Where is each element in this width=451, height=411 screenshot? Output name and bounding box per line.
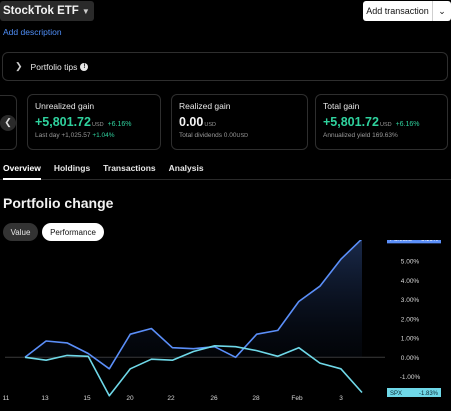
y-tick-label: 0.00% bbox=[401, 355, 420, 362]
card-value: +5,801.72USD +6.16% bbox=[323, 115, 440, 129]
x-tick-label: 28 bbox=[252, 395, 260, 402]
unrealized-gain-card: Unrealized gain +5,801.72USD +6.16% Last … bbox=[27, 94, 161, 150]
tab-overview[interactable]: Overview bbox=[3, 163, 41, 173]
card-value: 0.00USD bbox=[179, 115, 300, 129]
spx-line bbox=[24, 345, 363, 397]
chevron-down-icon: ⌄ bbox=[438, 5, 446, 16]
y-tick-label: 1.00% bbox=[401, 336, 420, 343]
chevron-right-icon: ❯ bbox=[15, 61, 23, 71]
currency-unit: USD bbox=[204, 122, 216, 128]
x-tick-label: 15 bbox=[83, 395, 91, 402]
tab-holdings[interactable]: Holdings bbox=[53, 163, 91, 173]
realized-gain-value: 0.00 bbox=[179, 115, 204, 129]
performance-toggle-button[interactable]: Performance bbox=[42, 223, 104, 241]
tab-transactions[interactable]: Transactions bbox=[103, 163, 156, 173]
chevron-left-icon: ❮ bbox=[0, 114, 16, 131]
tab-bar: Overview Holdings Transactions Analysis bbox=[3, 163, 204, 177]
total-dividends: Total dividends 0.00 bbox=[179, 132, 237, 139]
header: StockTok ETF ▼ Add transaction ⌄ bbox=[0, 0, 451, 22]
portfolio-line bbox=[24, 240, 362, 370]
y-tick-label: -1.00% bbox=[400, 374, 421, 381]
portfolio-end-label-name: Portfolio bbox=[390, 240, 413, 243]
y-tick-label: 4.00% bbox=[401, 278, 420, 285]
value-toggle-button[interactable]: Value bbox=[3, 223, 38, 241]
total-gain-card: Total gain +5,801.72USD +6.16% Annualized… bbox=[315, 94, 448, 150]
y-tick-label: 2.00% bbox=[401, 316, 420, 323]
x-tick-label: 11 bbox=[3, 395, 10, 402]
card-sub: Last day +1,025.57 +1.04% bbox=[35, 132, 153, 139]
portfolio-selector[interactable]: StockTok ETF ▼ bbox=[0, 1, 94, 21]
annualized-yield: Annualized yield 169.63% bbox=[323, 132, 398, 139]
add-description-link[interactable]: Add description bbox=[3, 27, 62, 37]
portfolio-end-label-value: 6.16% bbox=[421, 240, 439, 243]
currency-unit: USD bbox=[236, 133, 249, 139]
x-tick-label: 20 bbox=[126, 395, 134, 402]
card-value: +5,801.72USD +6.16% bbox=[35, 115, 153, 129]
portfolio-end-label-bg bbox=[387, 240, 441, 244]
portfolio-area bbox=[25, 240, 362, 369]
y-tick-label: 3.00% bbox=[401, 297, 420, 304]
portfolio-tips-panel[interactable]: ❯ Portfolio tips ! bbox=[2, 52, 448, 81]
section-title: Portfolio change bbox=[3, 195, 114, 211]
chevron-down-icon: ▼ bbox=[81, 6, 90, 16]
info-icon: ! bbox=[80, 62, 89, 71]
total-gain-pct: +6.16% bbox=[395, 121, 420, 128]
tab-divider bbox=[0, 179, 451, 180]
last-day-pct: +1.04% bbox=[92, 132, 115, 139]
card-title: Total gain bbox=[323, 101, 360, 111]
currency-unit: USD bbox=[379, 122, 392, 128]
realized-gain-card: Realized gain 0.00USD Total dividends 0.… bbox=[171, 94, 308, 150]
card-title: Unrealized gain bbox=[35, 101, 95, 111]
currency-unit: USD bbox=[91, 122, 104, 128]
add-transaction-dropdown-button[interactable]: ⌄ bbox=[432, 1, 451, 21]
x-tick-label: 26 bbox=[210, 395, 218, 402]
portfolio-name: StockTok ETF bbox=[3, 5, 79, 17]
tab-analysis[interactable]: Analysis bbox=[168, 163, 204, 173]
portfolio-tips-label: Portfolio tips bbox=[30, 61, 78, 72]
cards-scroll-left-button[interactable]: ❮ bbox=[0, 95, 17, 150]
unrealized-gain-pct: +6.16% bbox=[107, 121, 132, 128]
y-tick-label: 5.00% bbox=[401, 259, 420, 266]
unrealized-gain-value: +5,801.72 bbox=[35, 115, 91, 129]
x-tick-label: 3 bbox=[339, 395, 343, 402]
x-tick-label: Feb bbox=[291, 395, 303, 402]
active-tab-indicator bbox=[3, 178, 41, 180]
x-tick-label: 13 bbox=[41, 395, 49, 402]
card-title: Realized gain bbox=[179, 101, 231, 111]
last-day-label: Last day bbox=[35, 132, 60, 139]
x-tick-label: 22 bbox=[167, 395, 175, 402]
spx-end-label-name: SPX bbox=[390, 391, 402, 397]
spx-end-label-bg bbox=[387, 388, 441, 397]
last-day-value: +1,025.57 bbox=[61, 132, 91, 139]
portfolio-change-chart: 5.00% 4.00% 3.00% 2.00% 1.00% 0.00% -1.00% 11 1… bbox=[3, 240, 441, 402]
spx-end-label-value: -1.83% bbox=[419, 391, 439, 397]
add-transaction-button[interactable]: Add transaction bbox=[363, 1, 432, 21]
total-gain-value: +5,801.72 bbox=[323, 115, 379, 129]
card-sub: Total dividends 0.00USD bbox=[179, 132, 300, 139]
